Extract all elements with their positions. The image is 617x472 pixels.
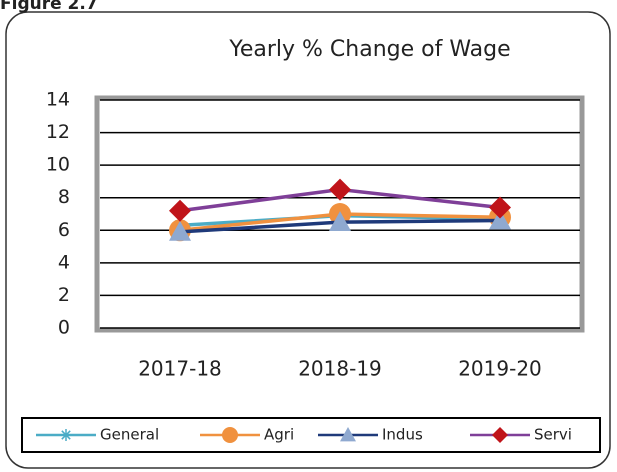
marker (222, 427, 238, 443)
x-tick-label: 2017-18 (138, 357, 222, 381)
y-tick-label: 6 (58, 219, 70, 241)
y-tick-label: 12 (46, 121, 70, 143)
marker (489, 196, 511, 219)
marker (60, 429, 72, 441)
chart-title: Yearly % Change of Wage (228, 37, 510, 62)
marker (329, 211, 351, 231)
marker (340, 427, 356, 442)
y-tick-label: 2 (58, 284, 70, 306)
figure-label: Figure 2.7 (0, 0, 98, 14)
marker (169, 220, 191, 241)
y-tick-label: 0 (58, 317, 70, 339)
marker (169, 199, 191, 222)
y-tick-label: 8 (58, 186, 70, 208)
x-tick-label: 2018-19 (298, 357, 382, 381)
x-tick-label: 2019-20 (458, 357, 542, 381)
y-tick-label: 4 (58, 251, 70, 273)
legend-label: Indus (382, 426, 423, 444)
y-tick-label: 14 (46, 89, 70, 111)
marker (329, 178, 351, 201)
legend-label: Agri (264, 426, 294, 444)
marker (489, 209, 511, 230)
y-tick-label: 10 (46, 154, 70, 176)
legend-label: Servi (534, 426, 572, 444)
marker (492, 427, 508, 443)
legend-label: General (100, 426, 159, 444)
